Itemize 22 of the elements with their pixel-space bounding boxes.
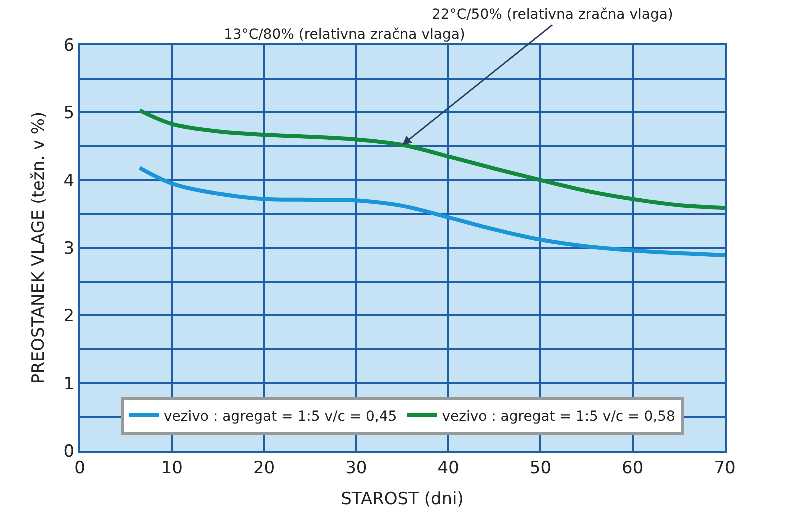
y-axis-title: PREOSTANEK VLAGE (težn. v %)	[28, 112, 49, 384]
line-series	[138, 108, 725, 210]
y-tick-label: 3	[64, 238, 75, 259]
x-tick-label: 10	[161, 458, 183, 478]
annotation: 22°C/50% (relativna zračna vlaga)	[432, 7, 674, 23]
legend-label: vezivo : agregat = 1:5 v/c = 0,45	[164, 408, 398, 425]
y-tick-label: 6	[64, 36, 75, 56]
x-tick-label: 70	[714, 458, 736, 478]
legend-label: vezivo : agregat = 1:5 v/c = 0,58	[442, 408, 676, 425]
x-axis-title: STAROST (dni)	[341, 489, 464, 510]
x-tick-label: 50	[530, 458, 552, 478]
x-tick-label: 60	[622, 458, 644, 478]
text: 13°C/80% (relativna zračna vlaga)	[224, 27, 466, 43]
y-tick-label: 4	[64, 171, 75, 192]
y-tick-label: 5	[64, 104, 75, 124]
y-tick-label: 0	[64, 442, 75, 462]
x-tick-label: 30	[346, 458, 368, 478]
y-tick-label: 1	[64, 374, 75, 394]
x-tick-label: 20	[253, 458, 276, 478]
x-tick-label: 40	[438, 458, 460, 478]
y-tick-label: 2	[64, 306, 75, 327]
line-series	[138, 166, 725, 258]
